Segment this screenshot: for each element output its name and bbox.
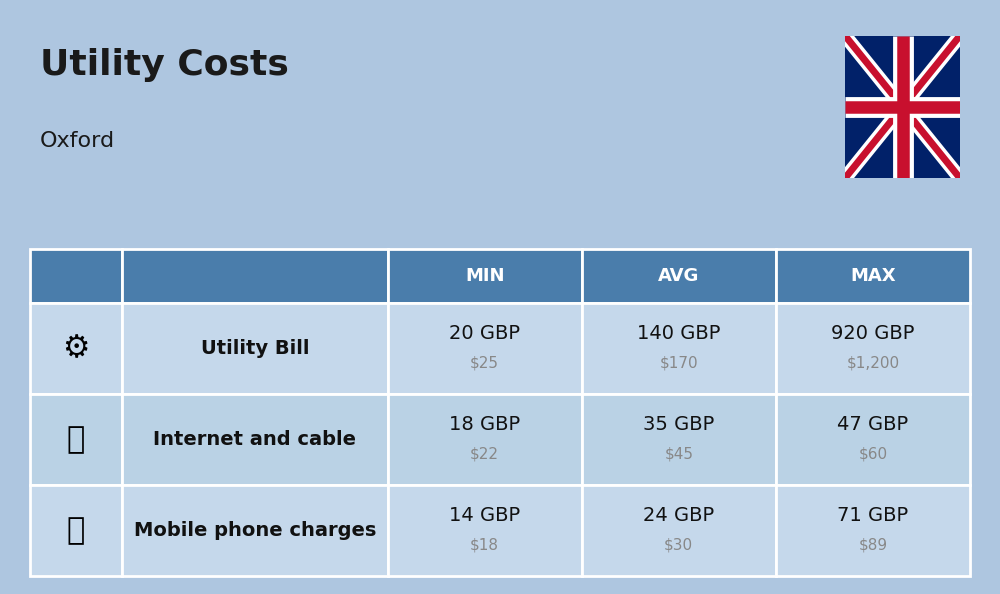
Text: 📱: 📱 bbox=[67, 516, 85, 545]
Text: $1,200: $1,200 bbox=[846, 356, 899, 371]
Text: Utility Costs: Utility Costs bbox=[40, 48, 289, 81]
Text: $60: $60 bbox=[858, 447, 887, 462]
Text: MIN: MIN bbox=[465, 267, 504, 285]
Text: $170: $170 bbox=[659, 356, 698, 371]
Text: 20 GBP: 20 GBP bbox=[449, 324, 520, 343]
Text: 140 GBP: 140 GBP bbox=[637, 324, 720, 343]
Text: 📶: 📶 bbox=[67, 425, 85, 454]
Text: 71 GBP: 71 GBP bbox=[837, 506, 908, 525]
Text: $22: $22 bbox=[470, 447, 499, 462]
Text: $30: $30 bbox=[664, 538, 693, 553]
Text: AVG: AVG bbox=[658, 267, 699, 285]
Text: $89: $89 bbox=[858, 538, 887, 553]
Text: $45: $45 bbox=[664, 447, 693, 462]
Text: 47 GBP: 47 GBP bbox=[837, 415, 908, 434]
Text: $18: $18 bbox=[470, 538, 499, 553]
Text: Mobile phone charges: Mobile phone charges bbox=[134, 521, 376, 540]
Text: ⚙: ⚙ bbox=[62, 334, 90, 363]
Text: 35 GBP: 35 GBP bbox=[643, 415, 714, 434]
Text: $25: $25 bbox=[470, 356, 499, 371]
Text: MAX: MAX bbox=[850, 267, 896, 285]
Text: 920 GBP: 920 GBP bbox=[831, 324, 915, 343]
Text: 24 GBP: 24 GBP bbox=[643, 506, 714, 525]
Text: Internet and cable: Internet and cable bbox=[153, 430, 356, 449]
Text: Utility Bill: Utility Bill bbox=[201, 339, 309, 358]
Text: 14 GBP: 14 GBP bbox=[449, 506, 520, 525]
Text: 18 GBP: 18 GBP bbox=[449, 415, 520, 434]
Text: Oxford: Oxford bbox=[40, 131, 115, 151]
